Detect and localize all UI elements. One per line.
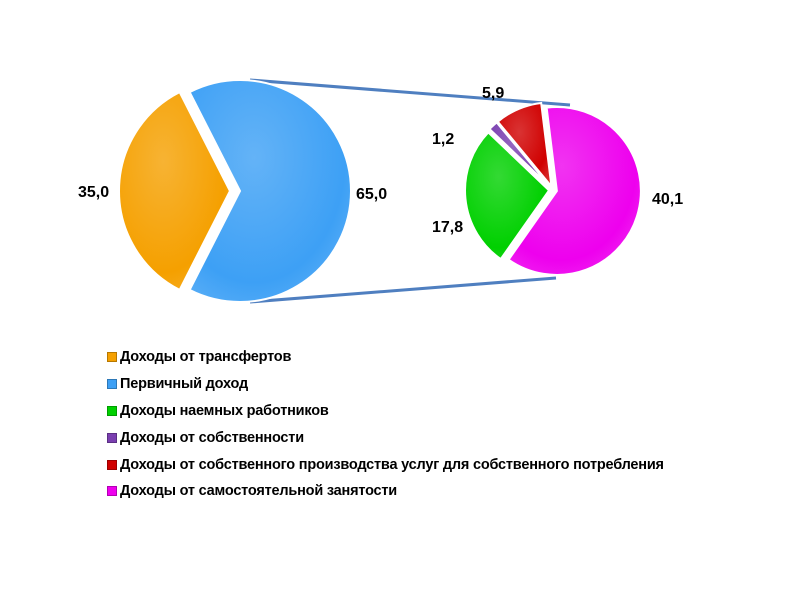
pie-slice-own-production [496,101,553,190]
legend: Доходы от трансфертов Первичный доход До… [107,344,664,505]
legend-item: Доходы от трансфертов [107,344,664,371]
legend-swatch [107,405,117,416]
legend-label: Доходы от трансфертов [120,349,292,366]
pie-slice-primary-income [188,79,352,303]
connector-line-bottom [249,276,557,304]
legend-item: Доходы от собственности [107,424,664,451]
data-label-property: 1,2 [432,131,454,148]
legend-swatch [107,486,117,497]
legend-swatch [107,459,117,470]
data-label-wages: 17,8 [432,219,463,236]
data-label-transfers: 35,0 [78,184,109,201]
legend-label: Первичный доход [120,376,248,393]
data-label-self-employment: 40,1 [652,191,683,208]
legend-item: Доходы от собственного производства услу… [107,451,664,478]
legend-item: Доходы от самостоятельной занятости [107,478,664,505]
data-label-primary-income: 65,0 [356,186,387,203]
data-label-own-production: 5,9 [482,85,504,102]
legend-item: Доходы наемных работников [107,398,664,425]
connector-line-top [249,78,571,107]
legend-swatch [107,432,117,443]
legend-label: Доходы от самостоятельной занятости [120,483,398,500]
legend-label: Доходы от собственности [120,429,304,446]
pie-slice-transfers [118,90,232,292]
legend-swatch [107,352,117,363]
legend-label: Доходы наемных работников [120,402,329,419]
legend-swatch [107,379,117,390]
pie-slice-property [488,121,552,188]
pie-slice-wages [464,130,551,261]
pie-slice-self-employment [507,106,642,276]
legend-label: Доходы от собственного производства услу… [120,456,664,473]
legend-item: Первичный доход [107,371,664,398]
